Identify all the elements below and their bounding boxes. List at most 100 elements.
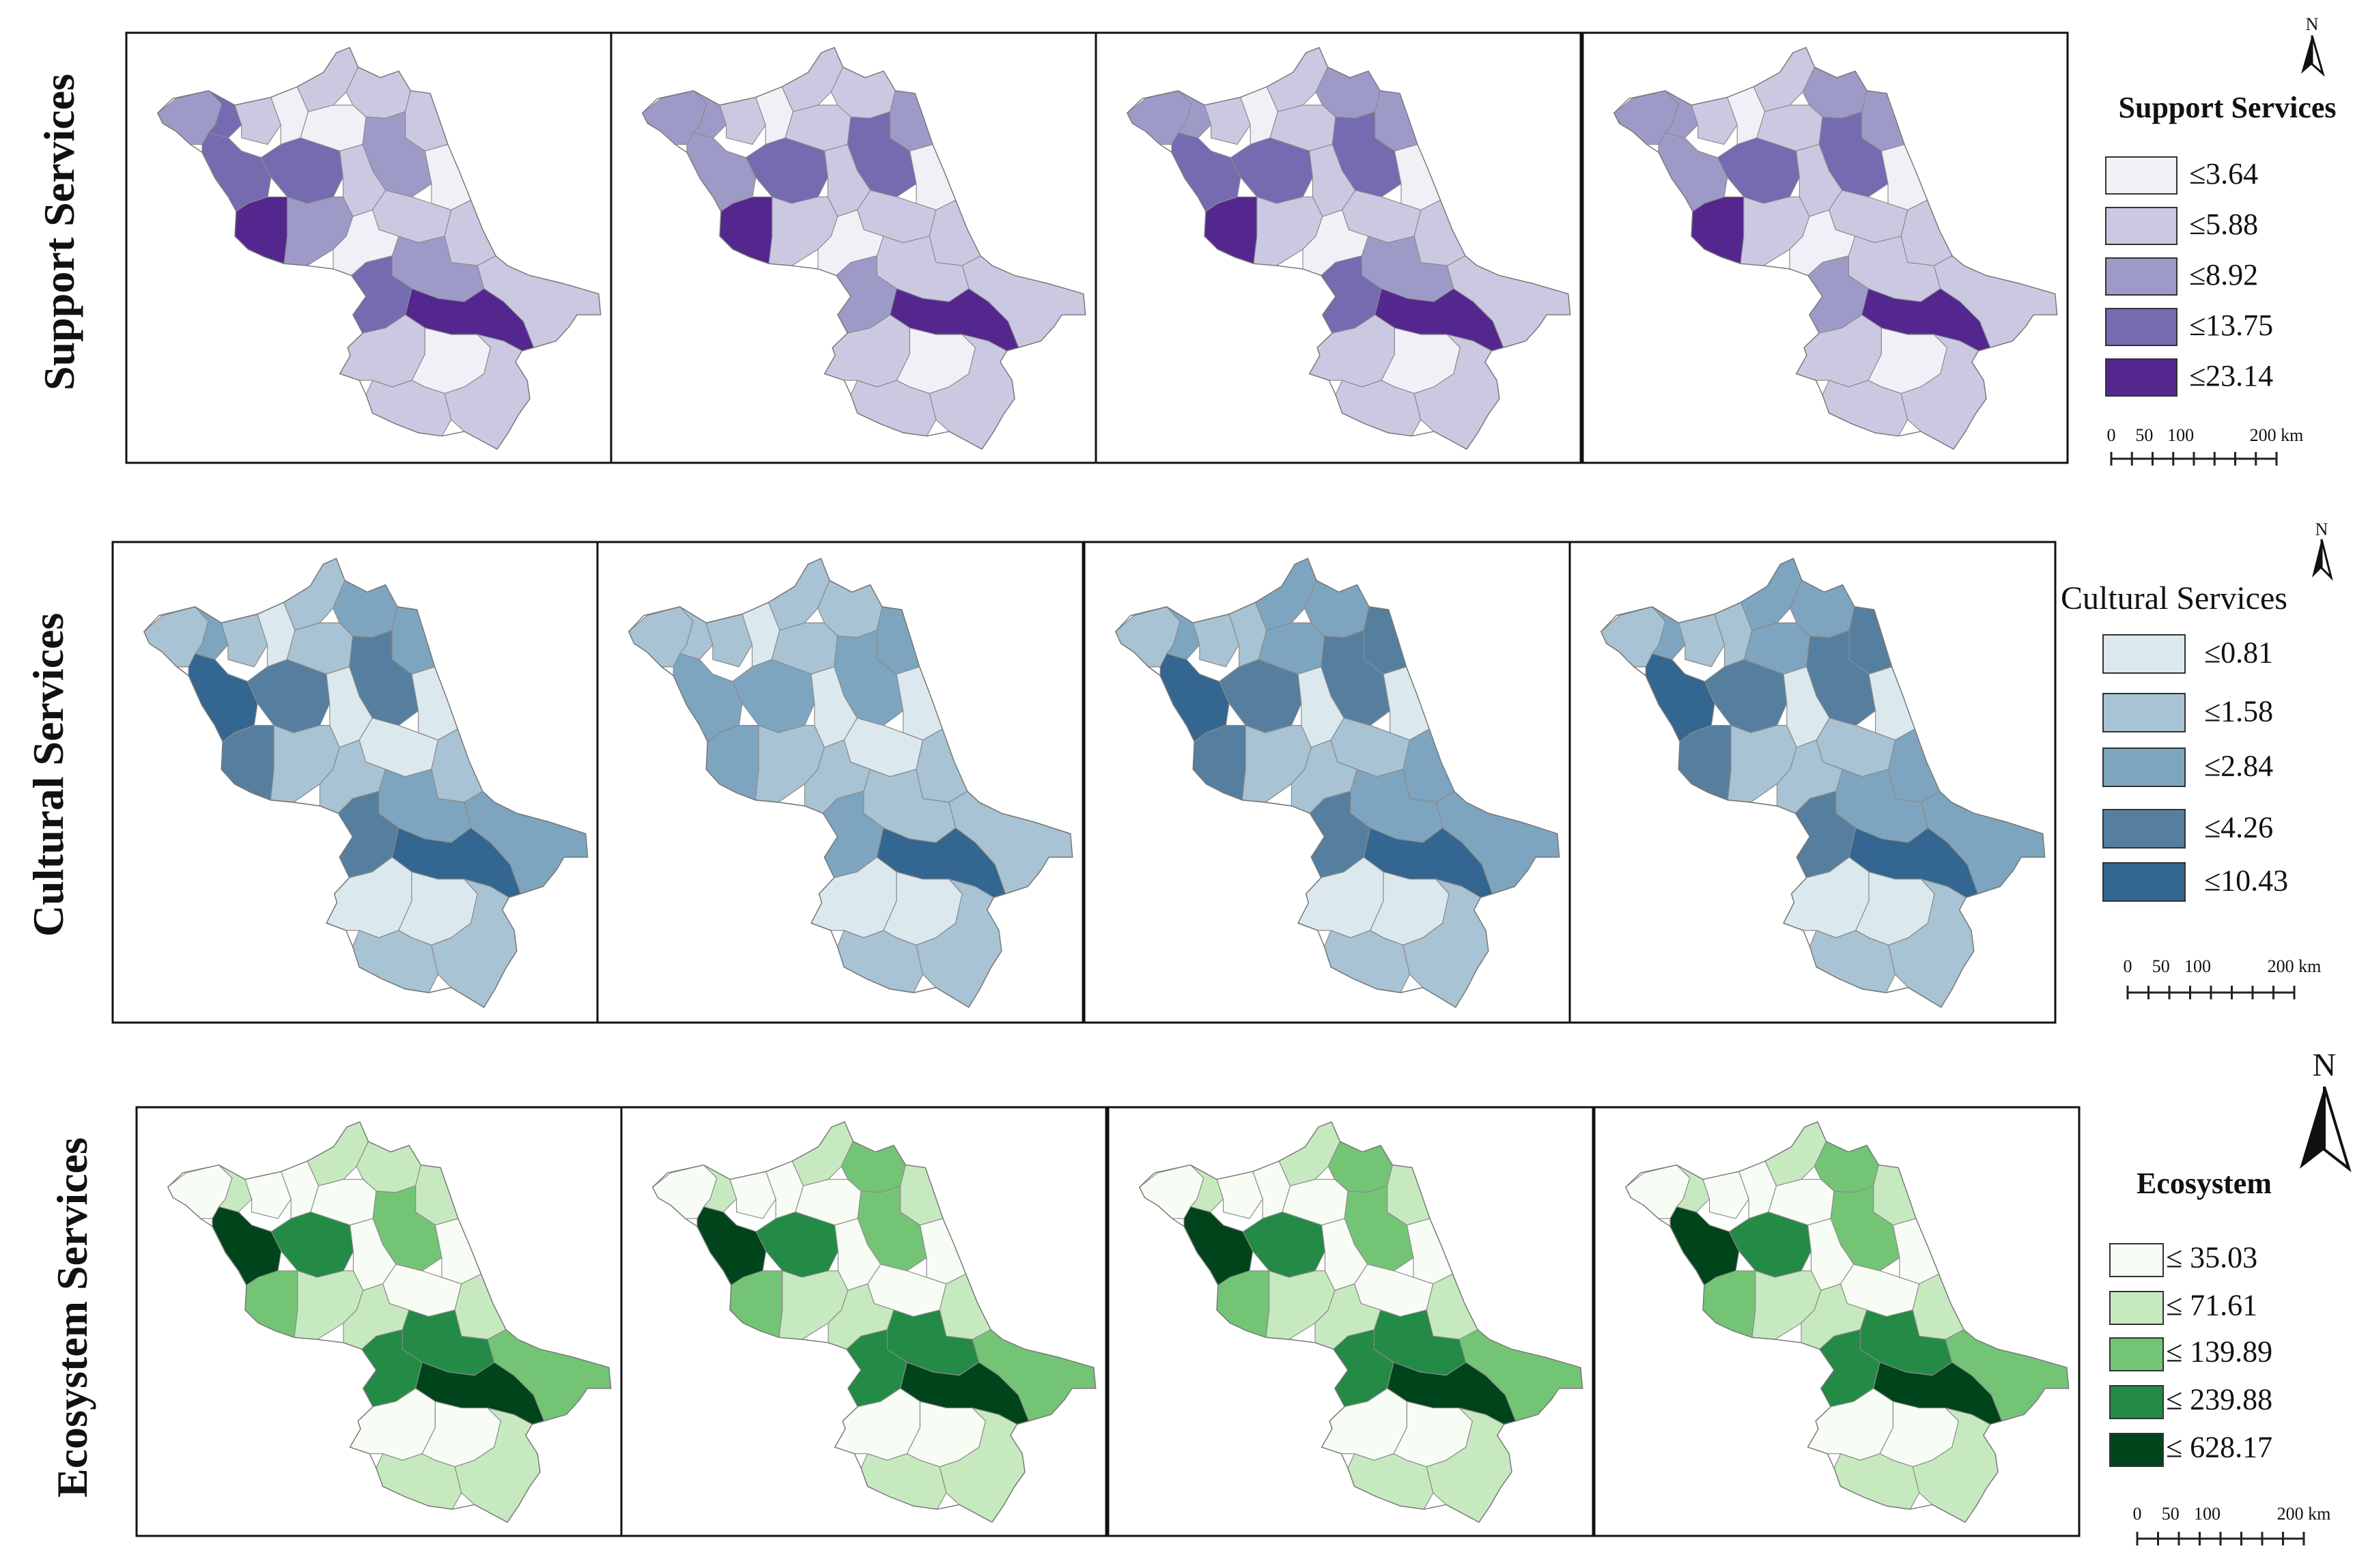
county-regions: [157, 47, 601, 450]
legend-label: ≤2.84: [2204, 749, 2273, 782]
legend-title-support: Support Services: [2119, 91, 2337, 124]
legend-title-ecosystem: Ecosystem: [2137, 1167, 2272, 1200]
legend-support: Support Services ≤3.64 ≤5.88 ≤8.92 ≤13.75 ≤2…: [2105, 91, 2337, 397]
row-title-ecosystem: Ecosystem Services: [48, 1137, 96, 1498]
north-arrow-cultural-label: N: [2315, 519, 2328, 539]
north-arrow-icon: [2301, 35, 2312, 74]
support-map-panel-4: [1581, 31, 2069, 464]
province-map: [157, 46, 602, 450]
cultural-map-panel-1: [111, 541, 600, 1024]
legend-label: ≤ 71.61: [2166, 1289, 2257, 1322]
legend-label: ≤ 239.88: [2166, 1383, 2272, 1416]
ecosystem-map-panel-2: [620, 1106, 1108, 1537]
county-regions: [628, 558, 1073, 1008]
north-arrow-cultural: N: [2312, 519, 2333, 581]
scale-bar-label: 0: [2107, 425, 2116, 445]
legend-item: ≤13.75: [2105, 308, 2273, 346]
county-regions: [642, 47, 1086, 450]
legend-swatch: [2105, 358, 2177, 397]
ecosystem-map-panel-1: [135, 1106, 623, 1537]
north-arrow-icon-outline: [2320, 539, 2333, 581]
county-regions: [1625, 1122, 2069, 1523]
row-title-support: Support Services: [35, 74, 83, 390]
legend-label: ≤0.81: [2204, 636, 2273, 669]
north-arrow-icon-outline: [2311, 35, 2325, 77]
legend-item: ≤ 139.89: [2109, 1335, 2272, 1371]
scale-bar-label: 50: [2162, 1504, 2180, 1524]
legend-swatch: [2102, 862, 2186, 902]
scale-bars: 0 50 100 200 km 0 50 100 200 km 0 50 100 200 km: [2107, 425, 2330, 1545]
province-map: [1126, 46, 1571, 450]
map-panels: [111, 31, 2081, 1537]
row-title-cultural-text: Cultural Services: [24, 613, 72, 937]
legend-ecosystem: Ecosystem ≤ 35.03 ≤ 71.61 ≤ 139.89 ≤ 239.88…: [2109, 1167, 2272, 1467]
legend-swatch: [2105, 257, 2177, 296]
county-regions: [1115, 558, 1560, 1008]
scale-bar-label: 100: [2194, 1504, 2221, 1524]
scale-bar-ecosystem: 0 50 100 200 km: [2133, 1504, 2330, 1545]
legend-item: ≤ 71.61: [2109, 1289, 2257, 1325]
province-map: [167, 1121, 612, 1523]
row-title-ecosystem-text: Ecosystem Services: [48, 1137, 96, 1498]
scale-bar-label: 50: [2152, 956, 2170, 976]
scale-bar-label: 100: [2184, 956, 2211, 976]
row-title-cultural: Cultural Services: [24, 613, 72, 937]
north-arrow-support: N: [2301, 14, 2325, 77]
scale-bar-label: 0: [2124, 956, 2132, 976]
county-regions: [1601, 558, 2045, 1008]
legend-item: ≤2.84: [2102, 747, 2273, 787]
legend-item: ≤5.88: [2105, 207, 2258, 245]
legend-item: ≤3.64: [2105, 156, 2258, 195]
legend-item: ≤1.58: [2102, 693, 2273, 732]
province-map: [651, 1121, 1097, 1523]
legend-item: ≤10.43: [2102, 862, 2288, 902]
legend-label: ≤13.75: [2189, 309, 2273, 342]
legend-item: ≤23.14: [2105, 358, 2273, 397]
north-arrow-support-label: N: [2306, 14, 2319, 34]
cultural-map-panel-3: [1083, 541, 1571, 1024]
legend-label: ≤10.43: [2204, 864, 2288, 897]
legend-swatch: [2102, 747, 2186, 787]
county-regions: [167, 1122, 611, 1523]
legend-swatch: [2102, 693, 2186, 732]
county-regions: [652, 1122, 1096, 1523]
north-arrow-ecosystem-label: N: [2313, 1047, 2337, 1083]
county-regions: [1127, 47, 1570, 450]
province-map: [1114, 558, 1560, 1008]
support-map-panel-1: [125, 31, 612, 464]
county-regions: [143, 558, 588, 1008]
north-arrow-ecosystem: N: [2300, 1047, 2352, 1173]
legend-label: ≤4.26: [2204, 810, 2273, 844]
province-map: [143, 558, 589, 1008]
scale-bar-label: 0: [2133, 1504, 2142, 1524]
support-map-panel-3: [1095, 31, 1582, 464]
legend-swatch: [2105, 308, 2177, 346]
legend-swatch: [2102, 634, 2186, 674]
scale-bar-label: 200 km: [2250, 425, 2304, 445]
legend-label: ≤8.92: [2189, 258, 2258, 291]
legend-item: ≤ 239.88: [2109, 1383, 2272, 1419]
legend-item: ≤4.26: [2102, 809, 2273, 849]
cultural-map-panel-4: [1568, 541, 2057, 1024]
legend-swatch: [2109, 1291, 2164, 1325]
legend-swatch: [2109, 1337, 2164, 1371]
north-arrow-icon-outline: [2323, 1086, 2352, 1173]
legend-ecosystem-items: ≤ 35.03 ≤ 71.61 ≤ 139.89 ≤ 239.88 ≤ 628.17: [2109, 1241, 2272, 1467]
cultural-map-panel-2: [596, 541, 1084, 1024]
legend-swatch: [2105, 156, 2177, 195]
row-title-support-text: Support Services: [35, 74, 83, 390]
legend-label: ≤ 35.03: [2166, 1241, 2257, 1274]
legend-support-items: ≤3.64 ≤5.88 ≤8.92 ≤13.75 ≤23.14: [2105, 156, 2273, 397]
province-map: [641, 46, 1086, 450]
province-map: [1613, 46, 2058, 450]
scale-bar-cultural: 0 50 100 200 km: [2124, 956, 2321, 999]
legend-item: ≤ 35.03: [2109, 1241, 2257, 1277]
ecosystem-map-panel-4: [1593, 1106, 2081, 1537]
province-map: [1600, 558, 2046, 1008]
legend-label: ≤ 139.89: [2166, 1335, 2272, 1369]
province-map: [1624, 1121, 2070, 1523]
scale-bar-label: 100: [2167, 425, 2194, 445]
legend-cultural-items: ≤0.81 ≤1.58 ≤2.84 ≤4.26 ≤10.43: [2102, 634, 2288, 902]
legend-label: ≤5.88: [2189, 208, 2258, 241]
